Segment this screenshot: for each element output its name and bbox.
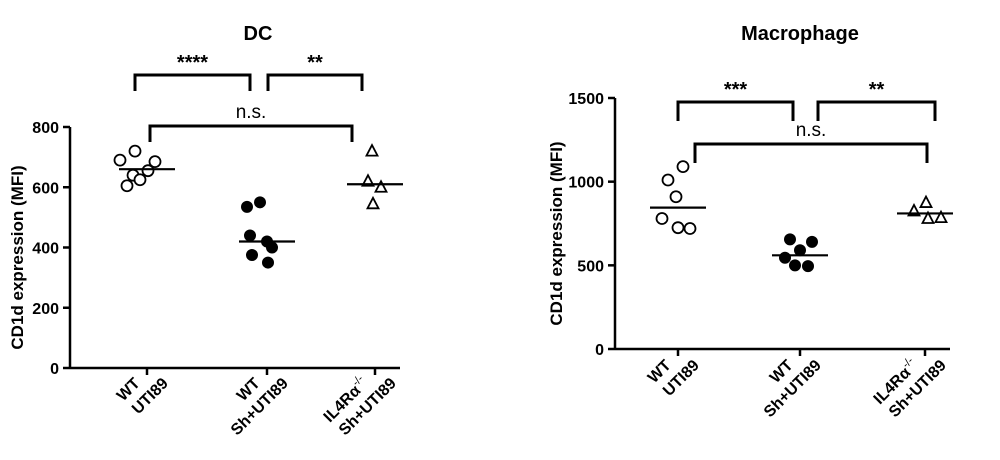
data-point-open-circle (655, 212, 669, 225)
significance-bracket (148, 124, 354, 142)
data-point-filled-circle (779, 251, 791, 264)
data-point-filled-circle (241, 200, 253, 213)
data-point-open-circle (133, 173, 147, 187)
y-tick-label: 800 (32, 120, 59, 137)
significance-label: **** (177, 52, 208, 74)
significance-bracket (816, 100, 937, 121)
data-point-filled-circle (266, 241, 278, 254)
data-point-open-triangle (374, 179, 388, 193)
y-tick-label: 400 (32, 241, 59, 258)
significance-label: n.s. (796, 120, 827, 141)
y-tick-label: 1000 (568, 175, 604, 192)
data-point-open-circle (128, 144, 142, 158)
data-point-open-triangle (919, 194, 933, 208)
data-point-filled-circle (254, 196, 266, 209)
data-point-open-circle (671, 221, 685, 235)
significance-label: ** (869, 79, 885, 101)
x-category-label: IL4Rα-/-Sh+UTI89 (321, 373, 400, 439)
data-point-open-circle (113, 153, 127, 167)
chart-title: Macrophage (741, 23, 859, 45)
y-tick-label: 500 (577, 258, 604, 275)
y-tick-label: 0 (50, 361, 59, 378)
y-tick-label: 600 (32, 180, 59, 197)
y-tick-label: 200 (32, 301, 59, 318)
x-category-label: IL4Rα-/-Sh+UTI89 (871, 355, 950, 421)
data-point-filled-circle (784, 233, 796, 246)
data-point-open-triangle (361, 173, 375, 187)
y-tick-label: 0 (595, 342, 604, 359)
significance-bracket (693, 142, 929, 163)
y-axis-label: CD1d expression (MFI) (8, 165, 27, 349)
chart-panel-1: DC CD1d expression (MFI) 0 200 400 600 800 WTUT… (8, 23, 403, 439)
significance-bracket (676, 100, 795, 121)
significance-bracket (133, 73, 252, 91)
data-point-open-circle (683, 222, 697, 235)
data-point-filled-circle (246, 249, 258, 262)
y-tick-label: 1500 (568, 91, 604, 108)
data-point-open-triangle (366, 195, 380, 210)
data-point-open-circle (141, 164, 155, 178)
y-axis-label: CD1d expression (MFI) (547, 141, 566, 325)
chart-panel-2: Macrophage CD1d expression (MFI) 0 500 1000 1… (547, 23, 953, 421)
data-point-filled-circle (262, 256, 274, 269)
data-point-open-circle (661, 173, 675, 187)
data-point-open-circle (120, 179, 134, 193)
data-point-open-circle (669, 190, 683, 204)
data-point-filled-circle (802, 260, 814, 273)
significance-label: ** (307, 52, 323, 74)
data-point-open-triangle (365, 143, 379, 157)
data-point-open-triangle (921, 210, 935, 224)
significance-label: *** (724, 79, 748, 101)
data-point-filled-circle (794, 244, 806, 257)
significance-bracket (266, 73, 364, 91)
data-point-filled-circle (244, 229, 256, 242)
data-point-filled-circle (789, 259, 801, 272)
chart-title: DC (244, 23, 273, 45)
data-point-open-circle (676, 160, 690, 174)
data-point-filled-circle (806, 235, 818, 248)
data-point-open-triangle (934, 209, 948, 224)
significance-label: n.s. (236, 102, 267, 123)
data-point-open-circle (148, 155, 162, 169)
